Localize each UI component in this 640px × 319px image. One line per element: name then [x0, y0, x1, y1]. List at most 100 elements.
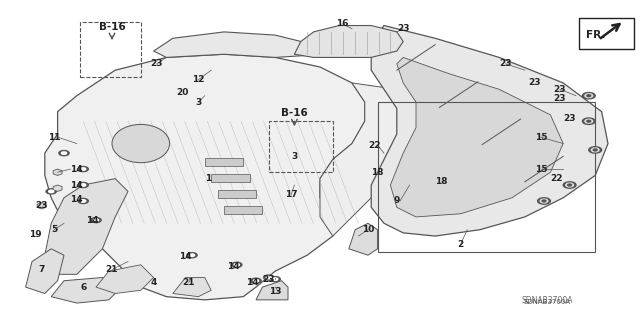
Text: 23: 23: [528, 78, 541, 87]
Polygon shape: [53, 169, 62, 175]
Text: 14: 14: [246, 278, 259, 287]
Text: 3: 3: [291, 152, 298, 161]
Polygon shape: [154, 32, 326, 57]
Circle shape: [81, 168, 86, 170]
Circle shape: [78, 182, 88, 188]
Circle shape: [566, 183, 573, 187]
Bar: [80, 22, 141, 77]
Polygon shape: [45, 54, 365, 300]
Text: 3: 3: [195, 98, 202, 107]
Ellipse shape: [112, 124, 170, 163]
Text: 14: 14: [179, 252, 192, 261]
Bar: [269, 121, 333, 172]
Circle shape: [93, 219, 99, 221]
Bar: [579, 18, 634, 49]
Text: 6: 6: [80, 283, 86, 292]
Text: 15: 15: [534, 133, 547, 142]
Text: 22: 22: [550, 174, 563, 183]
Text: 5: 5: [51, 225, 58, 234]
Circle shape: [591, 148, 599, 152]
Text: 13: 13: [269, 287, 282, 296]
Circle shape: [273, 278, 278, 280]
Circle shape: [587, 95, 591, 97]
Text: 17: 17: [285, 190, 298, 199]
Text: 20: 20: [176, 88, 189, 97]
Text: 22: 22: [368, 141, 381, 150]
Text: 14: 14: [70, 181, 83, 189]
Polygon shape: [53, 185, 62, 191]
Bar: [218, 190, 256, 198]
Circle shape: [270, 277, 280, 282]
Circle shape: [59, 151, 69, 156]
Text: 18: 18: [435, 177, 448, 186]
Text: 4: 4: [150, 278, 157, 287]
Polygon shape: [294, 26, 403, 57]
Circle shape: [253, 279, 259, 282]
Polygon shape: [26, 249, 64, 293]
Circle shape: [81, 184, 86, 186]
Text: 11: 11: [48, 133, 61, 142]
Circle shape: [49, 190, 54, 193]
Circle shape: [587, 120, 591, 122]
Text: 10: 10: [362, 225, 374, 234]
Bar: [378, 102, 595, 252]
Circle shape: [540, 199, 548, 203]
Text: 14: 14: [86, 216, 99, 225]
Circle shape: [582, 118, 595, 124]
Circle shape: [585, 94, 593, 98]
Text: 23: 23: [563, 114, 576, 122]
Circle shape: [266, 276, 271, 279]
Polygon shape: [349, 223, 378, 255]
Polygon shape: [51, 278, 122, 303]
Polygon shape: [45, 179, 128, 274]
Text: 12: 12: [192, 75, 205, 84]
Text: 9: 9: [394, 197, 400, 205]
Circle shape: [232, 262, 242, 267]
Circle shape: [264, 275, 274, 280]
Polygon shape: [96, 265, 154, 293]
Circle shape: [61, 152, 67, 154]
Text: SDNAB3700A: SDNAB3700A: [524, 299, 571, 305]
Text: 15: 15: [534, 165, 547, 174]
Circle shape: [251, 278, 261, 283]
Polygon shape: [256, 281, 288, 300]
Circle shape: [593, 149, 597, 151]
Text: 19: 19: [29, 230, 42, 239]
Circle shape: [78, 167, 88, 172]
Text: FR.: FR.: [586, 30, 605, 40]
Bar: [211, 174, 250, 182]
Circle shape: [46, 189, 56, 194]
Text: 14: 14: [227, 262, 240, 271]
Text: 23: 23: [397, 24, 410, 33]
Circle shape: [585, 119, 593, 123]
Polygon shape: [390, 57, 563, 217]
Polygon shape: [371, 26, 608, 236]
Text: 1: 1: [205, 174, 211, 183]
Polygon shape: [173, 278, 211, 297]
Text: 23: 23: [35, 201, 48, 210]
Circle shape: [582, 93, 595, 99]
Text: B-16: B-16: [281, 108, 308, 118]
Text: 23: 23: [499, 59, 512, 68]
Text: 23: 23: [554, 94, 566, 103]
Circle shape: [563, 182, 576, 188]
Circle shape: [234, 263, 239, 266]
Circle shape: [187, 253, 197, 258]
Circle shape: [568, 184, 572, 186]
Text: 23: 23: [554, 85, 566, 94]
Circle shape: [91, 218, 101, 223]
Text: 14: 14: [70, 195, 83, 204]
Circle shape: [78, 198, 88, 204]
Circle shape: [589, 147, 602, 153]
Text: 21: 21: [106, 265, 118, 274]
Text: SDNAB3700A: SDNAB3700A: [522, 296, 573, 305]
Text: 14: 14: [70, 165, 83, 174]
Circle shape: [538, 198, 550, 204]
Text: 2: 2: [458, 240, 464, 249]
Polygon shape: [320, 83, 416, 236]
Circle shape: [189, 254, 195, 256]
Bar: [205, 158, 243, 166]
Text: B-16: B-16: [99, 22, 125, 32]
Text: 23: 23: [262, 275, 275, 284]
Text: 7: 7: [38, 265, 45, 274]
